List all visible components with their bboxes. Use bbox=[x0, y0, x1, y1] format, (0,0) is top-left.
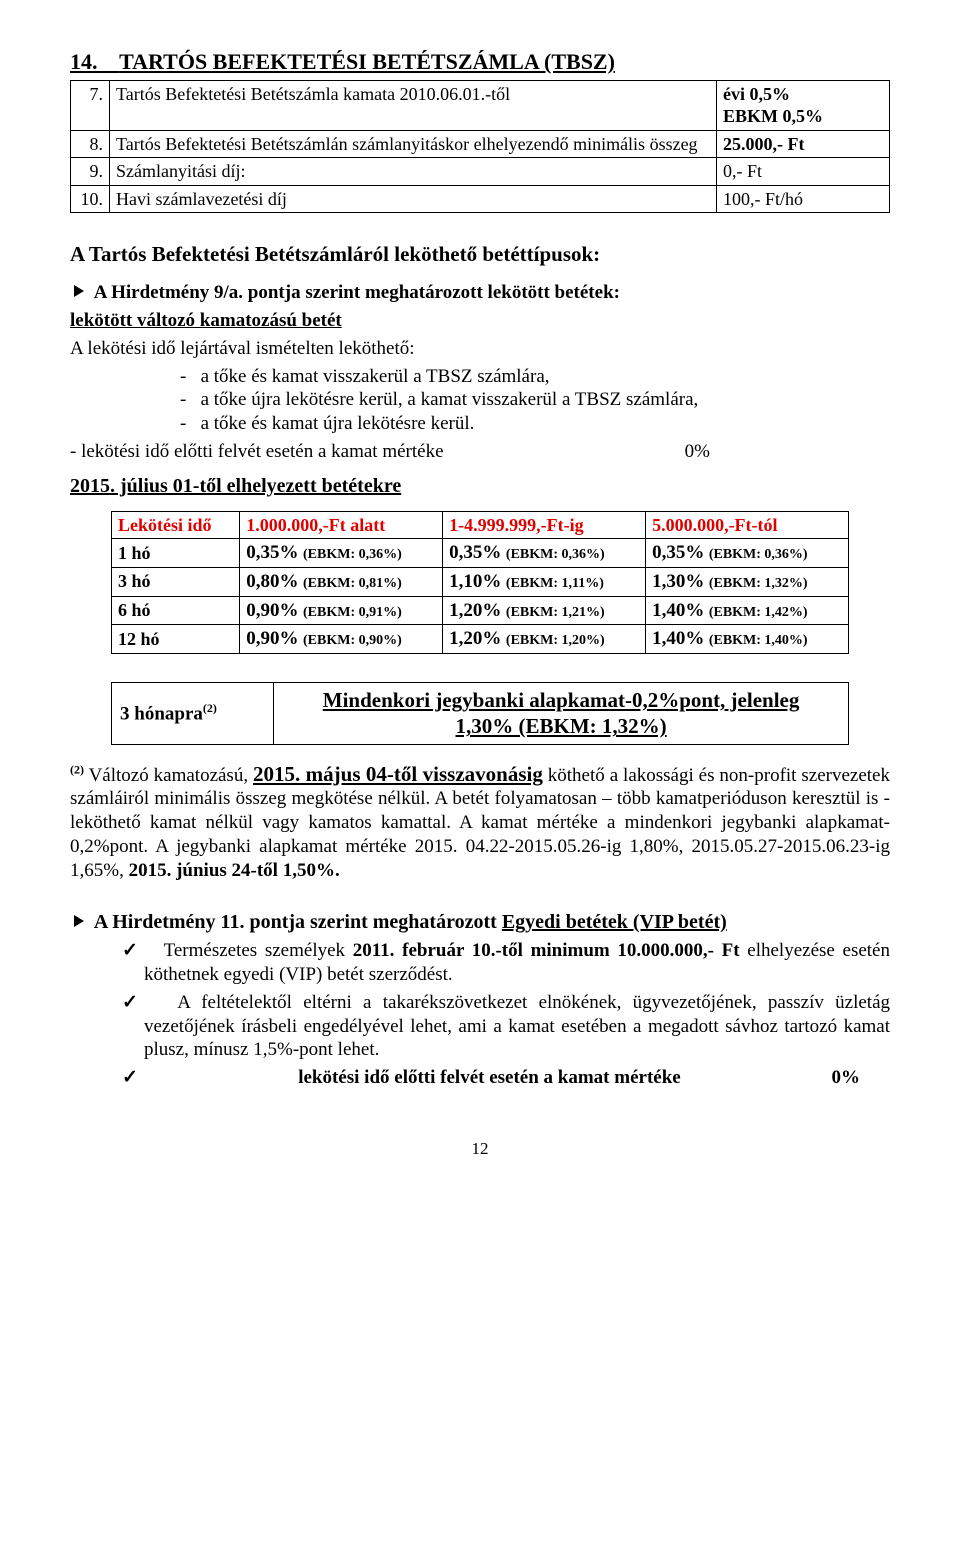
check-item: A feltételektől eltérni a takarékszövetk… bbox=[122, 991, 890, 1062]
footnote-2: (2) Változó kamatozású, 2015. május 04-t… bbox=[70, 761, 890, 883]
row-value: 25.000,- Ft bbox=[717, 130, 890, 158]
check-bold: 2011. február 10.-től minimum 10.000.000… bbox=[353, 940, 740, 961]
table-row: 10. Havi számlavezetési díj 100,- Ft/hó bbox=[71, 185, 890, 213]
check-pre: Természetes személyek bbox=[164, 940, 353, 961]
section-number: 14. bbox=[70, 49, 98, 74]
rate-cell: 0,35% (EBKM: 0,36%) bbox=[443, 539, 646, 568]
check-item: lekötési idő előtti felvét esetén a kama… bbox=[122, 1066, 890, 1090]
row-num: 8. bbox=[71, 130, 110, 158]
table-row: 9. Számlanyitási díj: 0,- Ft bbox=[71, 158, 890, 186]
rate-cell: 1,20% (EBKM: 1,20%) bbox=[443, 625, 646, 654]
section-title: 14. TARTÓS BEFEKTETÉSI BETÉTSZÁMLA (TBSZ… bbox=[70, 48, 890, 76]
section-title-text: TARTÓS BEFEKTETÉSI BETÉTSZÁMLA (TBSZ) bbox=[119, 49, 615, 74]
rate-cell: 0,35% (EBKM: 0,36%) bbox=[240, 539, 443, 568]
rate-cell: 1,20% (EBKM: 1,21%) bbox=[443, 596, 646, 625]
table-row: 7. Tartós Befektetési Betétszámla kamata… bbox=[71, 80, 890, 130]
rate-cell: 0,80% (EBKM: 0,81%) bbox=[240, 567, 443, 596]
list-item: - a tőke és kamat visszakerül a TBSZ szá… bbox=[180, 365, 890, 389]
table-row: 12 hó 0,90% (EBKM: 0,90%) 1,20% (EBKM: 1… bbox=[112, 625, 849, 654]
row-value: 100,- Ft/hó bbox=[717, 185, 890, 213]
early-withdrawal: - lekötési idő előtti felvét esetén a ka… bbox=[70, 440, 710, 464]
rate-cell: 1,40% (EBKM: 1,40%) bbox=[646, 625, 849, 654]
row-num: 10. bbox=[71, 185, 110, 213]
check-item: Természetes személyek 2011. február 10.-… bbox=[122, 939, 890, 987]
row-label: Számlanyitási díj: bbox=[110, 158, 717, 186]
rates-table: Lekötési idő 1.000.000,-Ft alatt 1-4.999… bbox=[111, 511, 849, 655]
row-num: 7. bbox=[71, 80, 110, 130]
row-num: 9. bbox=[71, 158, 110, 186]
table-row: 1 hó 0,35% (EBKM: 0,36%) 0,35% (EBKM: 0,… bbox=[112, 539, 849, 568]
lejar-heading: A lekötési idő lejártával ismételten lek… bbox=[70, 337, 890, 361]
col-header: 1-4.999.999,-Ft-ig bbox=[443, 511, 646, 539]
footnote-lead: Változó kamatozású, bbox=[89, 765, 253, 786]
rate-cell: 0,90% (EBKM: 0,90%) bbox=[240, 625, 443, 654]
hird-9a: A Hirdetmény 9/a. pontja szerint meghatá… bbox=[74, 281, 890, 305]
hird-9a-text: A Hirdetmény 9/a. pontja szerint meghatá… bbox=[94, 282, 620, 303]
list-item: - a tőke és kamat újra lekötésre kerül. bbox=[180, 412, 890, 436]
rate-cell: 0,35% (EBKM: 0,36%) bbox=[646, 539, 849, 568]
check-post: A feltételektől eltérni a takarékszövetk… bbox=[144, 992, 890, 1061]
hird-11-u: Egyedi betétek (VIP betét) bbox=[502, 911, 727, 933]
hird-11-lead: A Hirdetmény 11. pontja szerint meghatár… bbox=[94, 911, 502, 933]
row-value: 0,- Ft bbox=[717, 158, 890, 186]
col-header: 1.000.000,-Ft alatt bbox=[240, 511, 443, 539]
table-row: 6 hó 0,90% (EBKM: 0,91%) 1,20% (EBKM: 1,… bbox=[112, 596, 849, 625]
box2-right: Mindenkori jegybanki alapkamat-0,2%pont,… bbox=[274, 683, 849, 745]
date-sub: 2015. július 01-től elhelyezett betétekr… bbox=[70, 474, 890, 499]
sub-heading: A Tartós Befektetési Betétszámláról lekö… bbox=[70, 241, 890, 267]
rate-cell: 1,40% (EBKM: 1,42%) bbox=[646, 596, 849, 625]
footnote-sup: (2) bbox=[70, 762, 84, 776]
row-label: Tartós Befektetési Betétszámla kamata 20… bbox=[110, 80, 717, 130]
box2-table: 3 hónapra(2) Mindenkori jegybanki alapka… bbox=[111, 682, 849, 745]
row-label: Tartós Befektetési Betétszámlán számlany… bbox=[110, 130, 717, 158]
col-header: Lekötési idő bbox=[112, 511, 240, 539]
term-cell: 6 hó bbox=[112, 596, 240, 625]
term-cell: 3 hó bbox=[112, 567, 240, 596]
hird-9a-sub: lekötött változó kamatozású betét bbox=[70, 309, 890, 333]
col-header: 5.000.000,-Ft-tól bbox=[646, 511, 849, 539]
footnote-date: 2015. május 04-től visszavonásig bbox=[253, 762, 543, 786]
dash-list: - a tőke és kamat visszakerül a TBSZ szá… bbox=[180, 365, 890, 436]
table-row: 3 hónapra(2) Mindenkori jegybanki alapka… bbox=[112, 683, 849, 745]
row-value: évi 0,5% EBKM 0,5% bbox=[717, 80, 890, 130]
table-row: 3 hó 0,80% (EBKM: 0,81%) 1,10% (EBKM: 1,… bbox=[112, 567, 849, 596]
early-val: 0% bbox=[685, 440, 710, 464]
rates-header: Lekötési idő 1.000.000,-Ft alatt 1-4.999… bbox=[112, 511, 849, 539]
rate-cell: 0,90% (EBKM: 0,91%) bbox=[240, 596, 443, 625]
page-number: 12 bbox=[70, 1138, 890, 1159]
hird-11: A Hirdetmény 11. pontja szerint meghatár… bbox=[74, 910, 890, 935]
table-row: 8. Tartós Befektetési Betétszámlán száml… bbox=[71, 130, 890, 158]
row-label: Havi számlavezetési díj bbox=[110, 185, 717, 213]
rate-cell: 1,30% (EBKM: 1,32%) bbox=[646, 567, 849, 596]
list-item: - a tőke újra lekötésre kerül, a kamat v… bbox=[180, 388, 890, 412]
info-table: 7. Tartós Befektetési Betétszámla kamata… bbox=[70, 80, 890, 214]
check-trail: 0% bbox=[854, 1066, 861, 1090]
early-text: - lekötési idő előtti felvét esetén a ka… bbox=[70, 440, 444, 464]
footnote-tail: 2015. június 24-től 1,50%. bbox=[129, 860, 340, 881]
term-cell: 12 hó bbox=[112, 625, 240, 654]
box2-left: 3 hónapra(2) bbox=[112, 683, 274, 745]
term-cell: 1 hó bbox=[112, 539, 240, 568]
check-bold: lekötési idő előtti felvét esetén a kama… bbox=[320, 1066, 681, 1090]
rate-cell: 1,10% (EBKM: 1,11%) bbox=[443, 567, 646, 596]
chevron-icon bbox=[74, 285, 84, 297]
chevron-icon bbox=[74, 915, 84, 927]
